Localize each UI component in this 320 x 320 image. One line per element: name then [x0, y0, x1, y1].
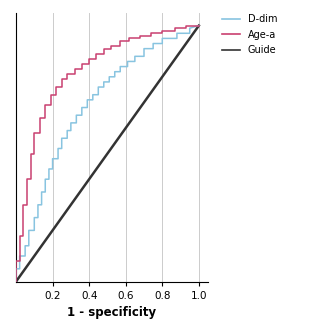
X-axis label: 1 - specificity: 1 - specificity: [68, 306, 156, 319]
Legend: D-dim, Age-a, Guide: D-dim, Age-a, Guide: [220, 12, 279, 57]
